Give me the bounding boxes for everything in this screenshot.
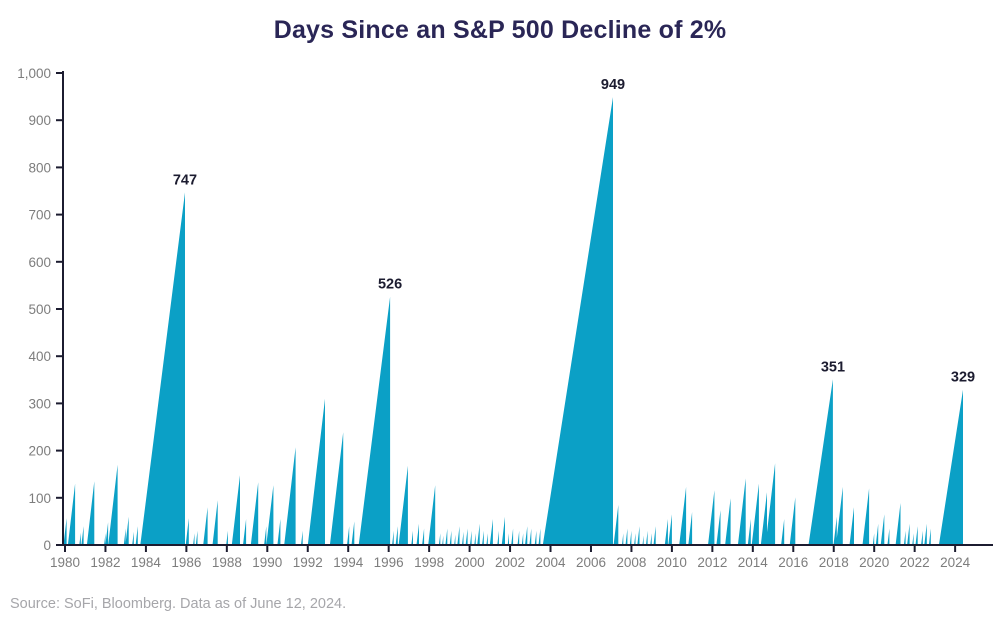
x-tick-label: 2020	[859, 555, 889, 570]
peak-label: 351	[821, 359, 845, 375]
y-tick-label: 200	[28, 444, 51, 459]
peak-label: 526	[378, 277, 402, 293]
x-tick-label: 2024	[940, 555, 971, 570]
chart-title: Days Since an S&P 500 Decline of 2%	[273, 16, 727, 44]
x-tick-label: 1988	[212, 555, 242, 570]
x-tick-label: 2008	[616, 555, 646, 570]
x-tick-label: 2022	[900, 555, 930, 570]
y-tick-label: 600	[28, 255, 51, 270]
y-tick-label: 0	[43, 538, 51, 553]
x-tick-label: 1986	[171, 555, 201, 570]
x-tick-label: 1998	[414, 555, 444, 570]
y-tick-label: 900	[28, 113, 51, 128]
x-tick-label: 1980	[50, 555, 80, 570]
x-tick-label: 2018	[819, 555, 849, 570]
x-tick-label: 2002	[495, 555, 525, 570]
area-series	[63, 97, 963, 545]
x-tick-label: 2014	[738, 555, 769, 570]
y-tick-label: 700	[28, 208, 51, 223]
y-tick-label: 400	[28, 349, 51, 364]
x-tick-label: 1990	[252, 555, 282, 570]
peak-label: 747	[173, 172, 197, 188]
peak-label: 329	[951, 370, 975, 386]
peak-label: 949	[601, 77, 625, 93]
x-tick-label: 1982	[90, 555, 120, 570]
x-tick-label: 2006	[576, 555, 606, 570]
x-tick-label: 2004	[535, 555, 566, 570]
x-tick-label: 1996	[374, 555, 404, 570]
x-tick-label: 2016	[778, 555, 808, 570]
source-note: Source: SoFi, Bloomberg. Data as of June…	[10, 596, 347, 612]
x-tick-label: 2012	[697, 555, 727, 570]
x-tick-label: 1994	[333, 555, 364, 570]
y-tick-label: 300	[28, 396, 51, 411]
x-tick-label: 1984	[131, 555, 162, 570]
x-tick-label: 2010	[657, 555, 687, 570]
x-tick-label: 1992	[293, 555, 323, 570]
y-tick-label: 800	[28, 160, 51, 175]
y-tick-label: 500	[28, 302, 51, 317]
y-tick-label: 100	[28, 491, 51, 506]
y-tick-label: 1,000	[17, 66, 51, 81]
x-tick-label: 2000	[455, 555, 485, 570]
